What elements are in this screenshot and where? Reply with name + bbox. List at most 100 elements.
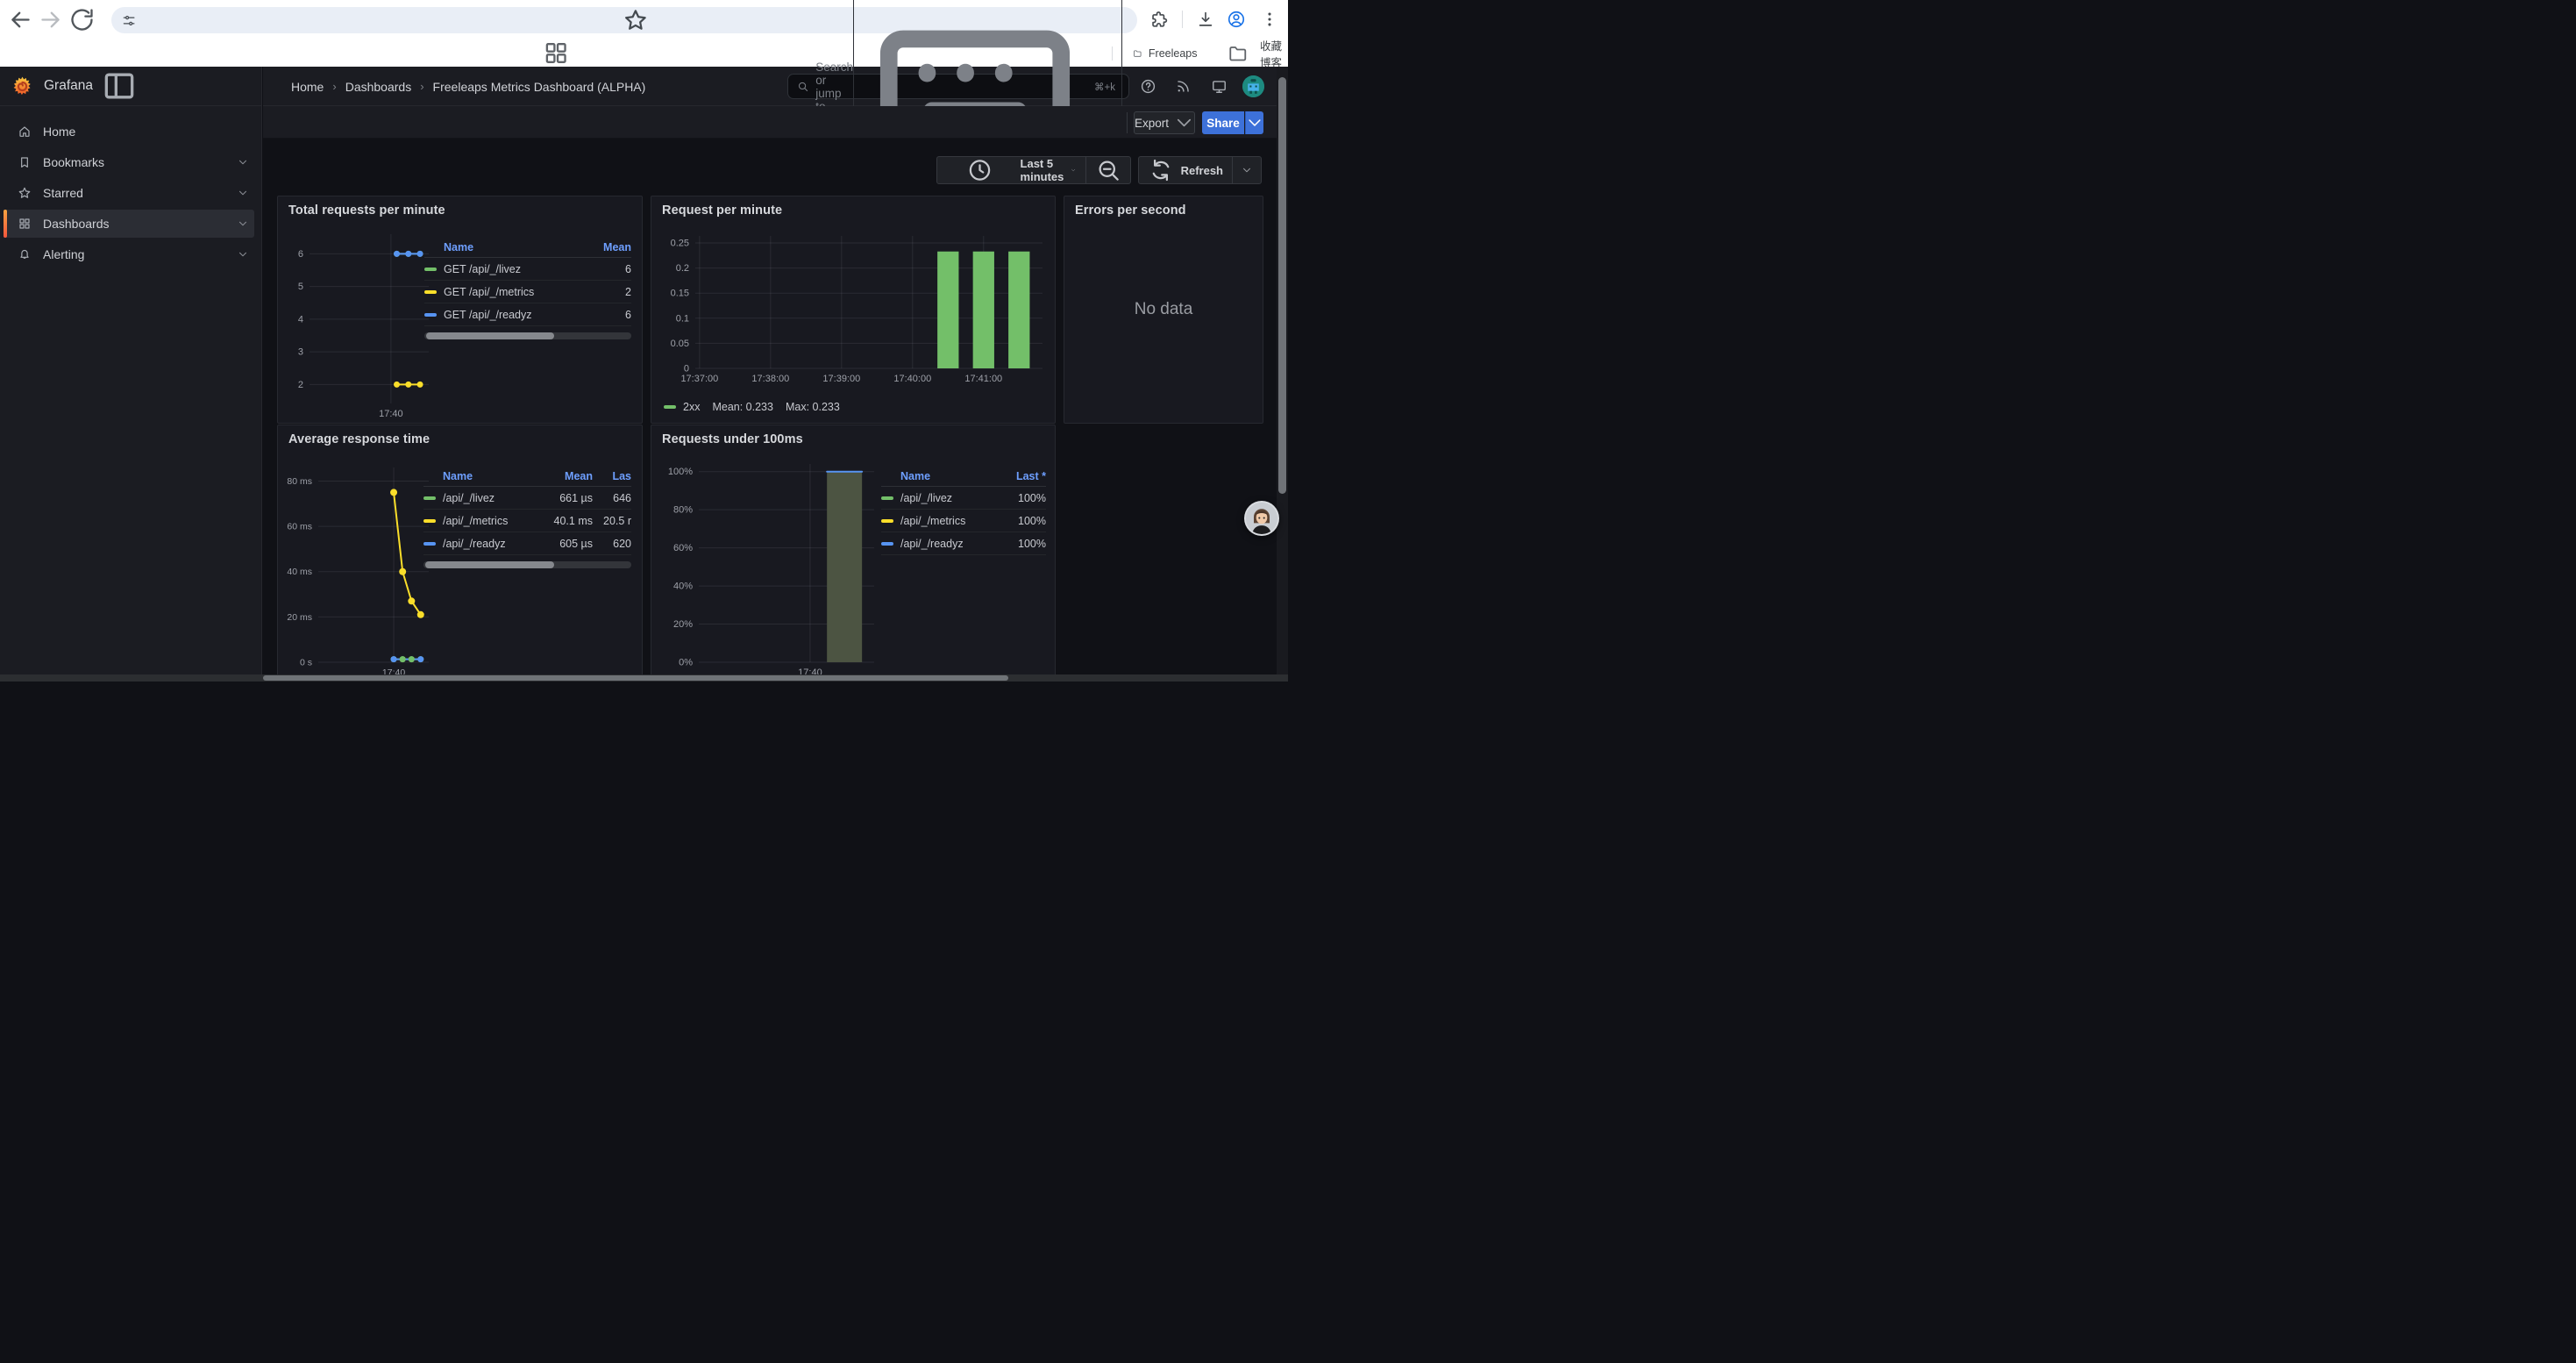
sidebar-item-dashboards[interactable]: Dashboards	[4, 210, 254, 238]
chevron-down-icon[interactable]	[237, 156, 249, 168]
series-name[interactable]: GET /api/_/livez	[444, 263, 521, 275]
no-data-message: No data	[1064, 196, 1263, 423]
legend-row[interactable]: GET /api/_/readyz 6	[424, 303, 631, 326]
svg-text:0.2: 0.2	[676, 263, 689, 274]
series-name[interactable]: GET /api/_/readyz	[444, 309, 532, 321]
sidebar-item-starred[interactable]: Starred	[4, 179, 254, 207]
user-avatar[interactable]	[1242, 75, 1264, 97]
assistant-avatar-image	[1246, 503, 1277, 534]
requests-under-100ms-chart: 0%20%40%60%80%100%17:40	[658, 455, 883, 676]
series-name[interactable]: /api/_/readyz	[443, 538, 506, 550]
series-pill[interactable]	[424, 268, 437, 271]
legend-row[interactable]: /api/_/readyz 100%	[881, 532, 1046, 555]
legend-row[interactable]: GET /api/_/livez 6	[424, 258, 631, 281]
series-pill[interactable]	[424, 313, 437, 317]
series-name[interactable]: /api/_/metrics	[443, 515, 508, 527]
news-button[interactable]	[1175, 78, 1192, 95]
assistant-avatar-overlay[interactable]	[1244, 501, 1279, 536]
help-button[interactable]	[1140, 78, 1156, 95]
legend-header-mean[interactable]: Mean	[579, 241, 631, 253]
panel-average-response-time[interactable]: Average response time 80 ms60 ms40 ms20 …	[277, 425, 643, 682]
panel-title[interactable]: Request per minute	[662, 203, 782, 218]
share-menu-button[interactable]	[1245, 111, 1263, 134]
downloads-button[interactable]	[1196, 10, 1215, 29]
series-pill[interactable]	[423, 519, 436, 523]
legend-header-name[interactable]: Name	[423, 470, 538, 482]
legend-header-name[interactable]: Name	[881, 470, 1000, 482]
export-button[interactable]: Export	[1134, 111, 1195, 134]
extensions-button[interactable]	[1149, 10, 1168, 29]
legend-header-last[interactable]: Las	[593, 470, 631, 482]
page-horizontal-scrollbar[interactable]	[0, 674, 1288, 682]
legend-table: Name Mean Las /api/_/livez 661 µs 646 /a…	[423, 466, 631, 568]
zoom-out-button[interactable]	[1085, 157, 1130, 183]
legend-scrollbar[interactable]	[424, 332, 631, 339]
reload-icon	[68, 6, 96, 33]
chevron-down-icon[interactable]	[237, 248, 249, 260]
legend-row[interactable]: /api/_/readyz 605 µs 620	[423, 532, 631, 555]
sidebar-item-home[interactable]: Home	[4, 118, 254, 146]
series-pill[interactable]	[423, 496, 436, 500]
breadcrumb-home[interactable]: Home	[291, 80, 324, 94]
legend-header-mean[interactable]: Mean	[538, 470, 593, 482]
browser-profile-button[interactable]	[1227, 10, 1246, 29]
series-name[interactable]: /api/_/livez	[900, 492, 952, 504]
vertical-scrollbar-thumb[interactable]	[1278, 77, 1286, 494]
series-name[interactable]: 2xx	[683, 401, 700, 413]
sidebar-item-bookmarks[interactable]: Bookmarks	[4, 148, 254, 176]
chevron-down-icon[interactable]	[237, 218, 249, 230]
back-button[interactable]	[7, 6, 34, 33]
reload-button[interactable]	[68, 6, 96, 33]
sidebar-toggle-icon[interactable]	[0, 67, 250, 105]
display-button[interactable]	[1211, 78, 1228, 95]
refresh-label: Refresh	[1181, 164, 1223, 177]
active-accent-bar	[4, 210, 7, 238]
series-pill[interactable]	[424, 290, 437, 294]
panel-errors-per-second[interactable]: Errors per second No data	[1064, 196, 1263, 424]
share-button[interactable]: Share	[1202, 111, 1244, 134]
series-name[interactable]: /api/_/readyz	[900, 538, 964, 550]
time-range-picker[interactable]: Last 5 minutes	[937, 157, 1085, 183]
legend-row[interactable]: /api/_/livez 661 µs 646	[423, 487, 631, 510]
page-vertical-scrollbar[interactable]	[1277, 67, 1288, 682]
bookmark-folder-blogs[interactable]: 收藏博客	[1217, 43, 1288, 64]
series-pill[interactable]	[664, 405, 676, 409]
panel-total-requests[interactable]: Total requests per minute 6543217:40 Nam…	[277, 196, 643, 424]
legend-header-last[interactable]: Last *	[1000, 470, 1046, 482]
panel-title[interactable]: Total requests per minute	[288, 203, 445, 218]
breadcrumb-dashboards[interactable]: Dashboards	[345, 80, 412, 94]
panel-requests-under-100ms[interactable]: Requests under 100ms 0%20%40%60%80%100%1…	[651, 425, 1056, 682]
series-pill[interactable]	[881, 519, 893, 523]
average-response-time-chart: 80 ms60 ms40 ms20 ms0 s17:40	[283, 457, 438, 677]
search-input[interactable]: Search or jump to... ⌘+k	[787, 74, 1129, 99]
panel-title[interactable]: Requests under 100ms	[662, 432, 803, 446]
legend-scrollbar-thumb[interactable]	[425, 561, 554, 568]
legend-scrollbar-thumb[interactable]	[426, 332, 554, 339]
toolbar-divider	[1182, 11, 1183, 28]
legend-header-name[interactable]: Name	[424, 241, 579, 253]
legend-row[interactable]: /api/_/livez 100%	[881, 487, 1046, 510]
legend-row[interactable]: GET /api/_/metrics 2	[424, 281, 631, 303]
series-name[interactable]: /api/_/metrics	[900, 515, 965, 527]
site-settings-icon[interactable]	[122, 13, 136, 28]
refresh-button[interactable]: Refresh	[1139, 157, 1232, 183]
legend-row[interactable]: /api/_/metrics 100%	[881, 510, 1046, 532]
series-pill[interactable]	[881, 542, 893, 546]
series-name[interactable]: GET /api/_/metrics	[444, 286, 534, 298]
search-placeholder: Search or jump to...	[815, 61, 853, 113]
forward-button[interactable]	[37, 6, 64, 33]
series-pill[interactable]	[881, 496, 893, 500]
sidebar-item-alerting[interactable]: Alerting	[4, 240, 254, 268]
panel-title[interactable]: Average response time	[288, 432, 430, 446]
bookmark-folder-freeleaps[interactable]: Freeleaps	[1128, 43, 1202, 64]
chevron-down-icon[interactable]	[237, 187, 249, 199]
legend-row[interactable]: /api/_/metrics 40.1 ms 20.5 r	[423, 510, 631, 532]
legend-scrollbar[interactable]	[423, 561, 631, 568]
series-name[interactable]: /api/_/livez	[443, 492, 495, 504]
browser-menu-button[interactable]	[1260, 10, 1279, 29]
home-icon	[18, 125, 32, 139]
refresh-interval-button[interactable]	[1232, 157, 1261, 183]
horizontal-scrollbar-thumb[interactable]	[263, 675, 1008, 681]
series-pill[interactable]	[423, 542, 436, 546]
panel-request-per-minute[interactable]: Request per minute 00.050.10.150.20.2517…	[651, 196, 1056, 424]
